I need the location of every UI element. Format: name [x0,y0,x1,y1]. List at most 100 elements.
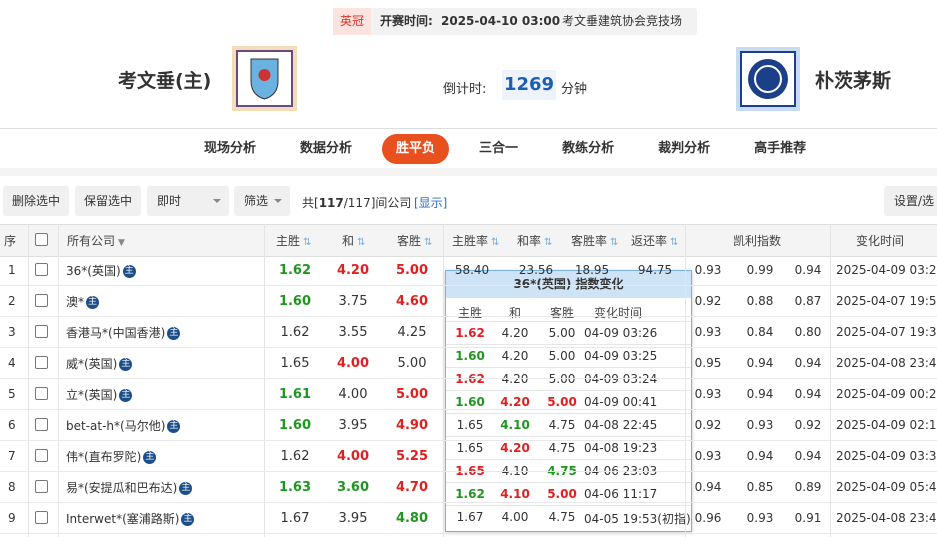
sort-icon[interactable]: ⇅ [303,237,312,248]
popup-row-separator [446,367,691,368]
odds: 4.60 [395,294,429,309]
odds: 5.25 [395,449,429,464]
odds: 4.90 [395,418,429,433]
kelly: 0.96 [694,511,722,525]
popup-time: 04-09 03:26 [584,326,658,340]
column-header: 主胜 ⇅ [276,234,312,248]
tab[interactable]: 胜平负 [382,134,450,164]
row-checkbox[interactable] [35,418,48,431]
column-header: 所有公司 ▼ [67,234,125,248]
odds: 4.00 [336,356,370,371]
odds: 3.60 [336,480,370,495]
tab[interactable]: 三合一 [479,141,519,156]
kelly: 0.92 [694,418,722,432]
row-separator [0,502,937,503]
sort-icon[interactable]: ⇅ [491,237,500,248]
popup-time: 04-09 03:24 [584,372,658,386]
kelly: 0.94 [794,449,822,463]
toolbar-button[interactable]: 保留选中 [75,186,141,216]
toolbar-button[interactable]: 删除选中 [3,186,69,216]
popup-row-separator [446,505,691,506]
divider [0,168,937,176]
company-count: 共[117/117]间公司 [302,194,411,211]
column-separator [28,224,29,537]
change-time: 2025-04-09 02:16 [836,418,937,432]
odds: 5.00 [397,356,427,371]
tab-bar [0,128,937,169]
popup-odds: 4.20 [500,441,530,455]
sort-icon[interactable]: ⇅ [357,237,366,248]
row-checkbox[interactable] [35,356,48,369]
kelly: 0.93 [694,387,722,401]
home-team: 考文垂(主) [118,70,212,92]
kelly: 0.95 [694,356,722,370]
table-header [0,224,937,257]
popup-odds: 4.00 [501,510,529,524]
column-header: 返还率 ⇅ [631,234,679,248]
column-separator [264,224,265,537]
kelly: 0.92 [794,418,822,432]
change-time: 2025-04-09 03:26 [836,263,937,277]
popup-time: 04-09 00:41 [584,395,658,409]
row-checkbox[interactable] [35,325,48,338]
odds: 1.60 [278,418,312,433]
popup-time: 04-06 11:17 [584,487,658,501]
company-name: 立*(英国) 主 [66,388,133,402]
tab[interactable]: 高手推荐 [754,141,807,156]
popup-odds: 5.00 [548,349,576,363]
sort-icon[interactable]: ⇅ [610,237,619,248]
toolbar-button[interactable]: 即时 [147,186,229,216]
row-separator [0,347,937,348]
venue: 考文垂建筑协会竞技场 [562,14,683,28]
row-checkbox[interactable] [35,480,48,493]
odds: 1.62 [280,449,310,464]
kelly: 0.93 [746,511,774,525]
row-checkbox[interactable] [35,511,48,524]
rate: 94.75 [637,263,673,277]
tab[interactable]: 裁判分析 [658,141,711,156]
row-number: 8 [8,480,16,494]
away-team: 朴茨茅斯 [815,70,892,92]
tab[interactable]: 现场分析 [204,141,257,156]
popup-time: 04-08 19:23 [584,441,658,455]
kelly: 0.94 [746,449,774,463]
header-checkbox[interactable] [35,233,48,246]
show-link[interactable]: [显示] [414,196,448,210]
kelly: 0.89 [794,480,822,494]
change-time: 2025-04-09 00:29 [836,387,937,401]
rate: 18.95 [574,263,610,277]
row-separator [0,378,937,379]
tab[interactable]: 数据分析 [300,141,353,156]
odds: 1.60 [278,294,312,309]
company-name: bet-at-h*(马尔他) 主 [66,419,181,433]
row-number: 2 [8,294,16,308]
tab[interactable]: 教练分析 [562,141,615,156]
count-part: 共[ [302,196,319,210]
row-checkbox[interactable] [35,294,48,307]
popup-odds: 4.20 [501,349,529,363]
row-checkbox[interactable] [35,449,48,462]
popup-row-separator [446,459,691,460]
column-header: 和率 ⇅ [517,234,553,248]
sort-icon[interactable]: ⇅ [424,237,433,248]
popup-odds: 5.00 [548,326,576,340]
home-badge: 主 [143,451,157,464]
row-separator [0,409,937,410]
popup-odds: 1.65 [456,418,484,432]
countdown-unit: 分钟 [561,82,588,97]
popup-row-separator [446,321,691,322]
settings-button[interactable]: 设置/选 [884,186,937,216]
row-checkbox[interactable] [35,263,48,276]
row-number: 6 [8,418,16,432]
toolbar-button[interactable]: 筛选 [234,186,290,216]
dropdown-icon[interactable]: ▼ [118,238,125,248]
column-header: 客胜率 ⇅ [571,234,619,248]
sort-icon[interactable]: ⇅ [544,237,553,248]
kelly: 0.87 [794,294,822,308]
odds: 3.75 [338,294,368,309]
sort-icon[interactable]: ⇅ [670,237,679,248]
row-checkbox[interactable] [35,387,48,400]
company-name: 36*(英国) 主 [66,264,136,278]
home-badge: 主 [119,389,133,402]
